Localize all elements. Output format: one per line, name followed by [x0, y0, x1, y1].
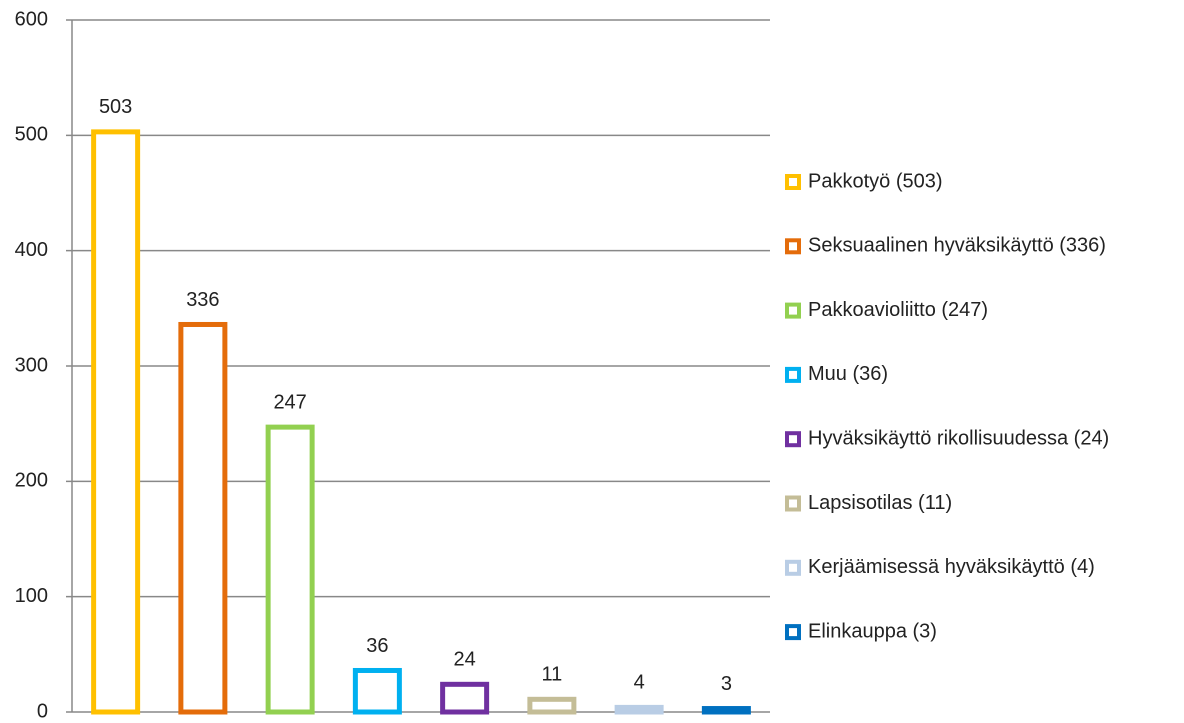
- bar: [440, 681, 490, 715]
- legend-marker: [785, 302, 801, 319]
- y-tick-label: 400: [15, 239, 48, 261]
- y-tick-label: 300: [15, 354, 48, 376]
- legend-label: Lapsisotilas (11): [808, 492, 952, 514]
- legend-label: Pakkoavioliitto (247): [808, 299, 988, 321]
- legend-marker: [785, 624, 801, 641]
- y-tick-label: 600: [15, 8, 48, 30]
- data-label: 36: [366, 635, 388, 657]
- legend-marker: [785, 559, 801, 576]
- legend-marker: [785, 238, 801, 255]
- legend-label: Kerjäämisessä hyväksikäyttö (4): [808, 556, 1095, 578]
- data-label: 336: [186, 289, 219, 311]
- bar: [265, 424, 315, 715]
- legend-marker: [785, 174, 801, 190]
- bar: [178, 321, 228, 715]
- legend-marker: [785, 495, 801, 512]
- bar: [352, 667, 402, 715]
- legend-marker: [785, 366, 801, 383]
- bar: [614, 704, 664, 715]
- y-tick-label: 200: [15, 470, 48, 492]
- legend-label: Elinkauppa (3): [808, 620, 937, 642]
- legend-label: Seksuaalinen hyväksikäyttö (336): [808, 235, 1106, 257]
- data-label: 247: [273, 391, 306, 413]
- legend-marker: [785, 431, 801, 448]
- bar: [91, 129, 141, 715]
- y-tick-label: 500: [15, 124, 48, 146]
- data-label: 503: [99, 96, 132, 118]
- data-label: 11: [541, 664, 562, 686]
- data-label: 24: [454, 649, 476, 671]
- data-label: 4: [634, 672, 645, 694]
- legend-label: Pakkotyö (503): [808, 170, 943, 192]
- y-tick-label: 0: [37, 700, 48, 722]
- legend-label: Hyväksikäyttö rikollisuudessa (24): [808, 427, 1109, 449]
- bar: [527, 696, 577, 715]
- data-label: 3: [721, 673, 732, 695]
- legend-label: Muu (36): [808, 363, 888, 385]
- y-tick-label: 100: [15, 585, 48, 607]
- bar: [701, 706, 751, 715]
